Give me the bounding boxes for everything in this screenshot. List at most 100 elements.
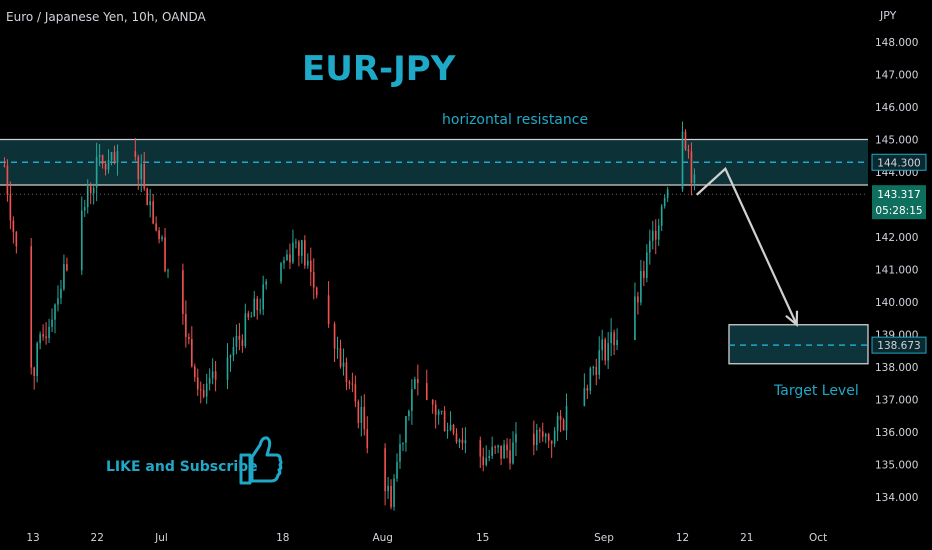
candle-body xyxy=(158,230,160,240)
candle-body xyxy=(188,337,190,340)
candle-body xyxy=(92,187,95,194)
candle-body xyxy=(146,188,149,206)
resistance-price-badge: 144.300 xyxy=(877,157,920,169)
candle-body xyxy=(143,164,146,189)
x-tick-label: Aug xyxy=(372,532,393,544)
candle-body xyxy=(342,362,345,367)
candle-body xyxy=(15,232,18,247)
candle-body xyxy=(161,237,163,240)
candle-body xyxy=(107,160,110,170)
candle-body xyxy=(610,332,612,344)
candle-body xyxy=(405,416,407,443)
candle-body xyxy=(440,410,443,412)
candle-body xyxy=(306,260,309,266)
candle-body xyxy=(396,461,398,479)
x-tick-label: Jul xyxy=(154,532,168,544)
candle-body xyxy=(309,260,312,273)
candle-body xyxy=(512,442,514,464)
candle-body xyxy=(657,225,660,240)
candle-body xyxy=(149,201,151,206)
candle-body xyxy=(411,389,413,411)
candle-body xyxy=(366,429,369,449)
candle-body xyxy=(295,241,297,243)
candle-body xyxy=(229,355,232,358)
candle-body xyxy=(214,371,217,380)
candle-body xyxy=(654,230,657,240)
candle-body xyxy=(663,198,666,207)
projection-arrowhead xyxy=(785,310,799,328)
candle-body xyxy=(556,415,559,431)
candle-body xyxy=(48,326,50,339)
candle-body xyxy=(553,430,556,444)
candle-body xyxy=(244,313,247,346)
candle-body xyxy=(464,440,467,444)
candle-body xyxy=(232,346,235,356)
candle-body xyxy=(315,287,318,296)
headline: EUR-JPY xyxy=(302,49,456,89)
x-tick-label: 18 xyxy=(276,532,289,544)
candle-body xyxy=(253,298,256,317)
candle-body xyxy=(312,272,315,288)
candle-body xyxy=(152,201,154,224)
candle-body xyxy=(235,335,238,347)
candle-body xyxy=(693,174,696,184)
candle-body xyxy=(482,456,485,465)
candle-body xyxy=(30,246,33,368)
candle-body xyxy=(86,185,89,208)
candle-body xyxy=(452,425,455,434)
candle-body xyxy=(684,131,687,150)
candle-body xyxy=(437,411,440,415)
x-tick-label: Sep xyxy=(594,532,614,544)
candle-body xyxy=(592,367,595,369)
candle-body xyxy=(604,339,607,361)
candle-body xyxy=(461,439,464,444)
candle-body xyxy=(643,271,645,278)
candle-body xyxy=(640,271,642,303)
candle-body xyxy=(39,334,41,344)
candle-body xyxy=(155,223,157,231)
candle-body xyxy=(57,298,59,305)
candle-body xyxy=(458,439,461,443)
y-tick-label: 136.000 xyxy=(875,427,918,439)
candle-body xyxy=(601,339,604,351)
candle-body xyxy=(613,332,615,346)
candle-body xyxy=(544,434,547,437)
candle-body xyxy=(431,399,434,405)
candle-body xyxy=(140,164,143,180)
x-tick-label: 22 xyxy=(91,532,104,544)
candle-body xyxy=(339,348,342,367)
candle-body xyxy=(595,367,598,375)
candle-body xyxy=(101,154,104,164)
last-price-badge: 143.317 xyxy=(877,189,920,201)
candle-body xyxy=(36,343,38,376)
candle-body xyxy=(651,230,654,241)
candle-body xyxy=(45,336,47,339)
thumbs-up-icon[interactable] xyxy=(239,436,283,485)
cta-label[interactable]: LIKE and Subscribe xyxy=(106,459,258,475)
x-tick-label: 15 xyxy=(476,532,489,544)
candle-body xyxy=(687,149,690,152)
candle-body xyxy=(89,185,92,194)
candle-body xyxy=(443,410,446,431)
candle-body xyxy=(265,281,267,285)
candle-body xyxy=(110,152,113,161)
candle-body xyxy=(384,448,386,492)
candle-body xyxy=(202,390,205,397)
y-tick-label: 148.000 xyxy=(875,37,918,49)
candle-body xyxy=(485,458,488,465)
x-tick-label: Oct xyxy=(809,532,827,544)
candle-body xyxy=(646,252,648,278)
candle-body xyxy=(298,241,300,256)
candle-body xyxy=(9,194,12,221)
candle-body xyxy=(417,379,419,384)
candle-body xyxy=(33,367,36,376)
candle-body xyxy=(660,206,663,226)
candle-body xyxy=(634,296,636,341)
candle-body xyxy=(351,383,354,385)
candle-body xyxy=(532,433,535,446)
candle-body xyxy=(681,131,684,190)
candle-body xyxy=(301,240,303,256)
candle-body xyxy=(182,270,184,315)
candle-body xyxy=(390,485,392,508)
